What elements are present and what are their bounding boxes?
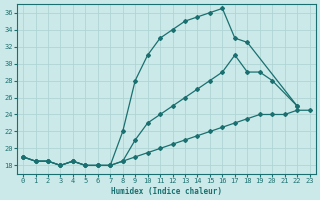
X-axis label: Humidex (Indice chaleur): Humidex (Indice chaleur) <box>111 187 222 196</box>
